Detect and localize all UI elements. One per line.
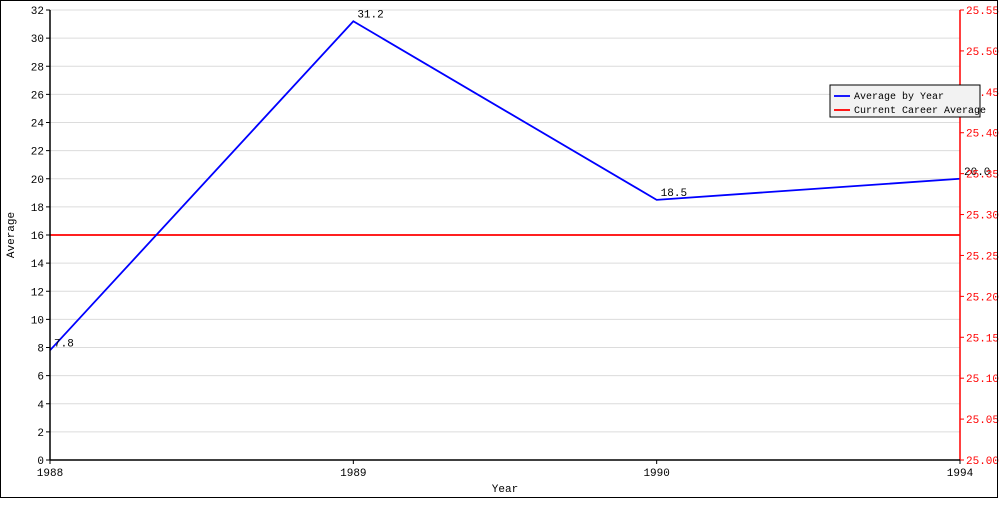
chart-container: 7.831.218.520.00246810121416182022242628… xyxy=(0,0,1000,500)
chart-outer-border xyxy=(0,0,998,498)
